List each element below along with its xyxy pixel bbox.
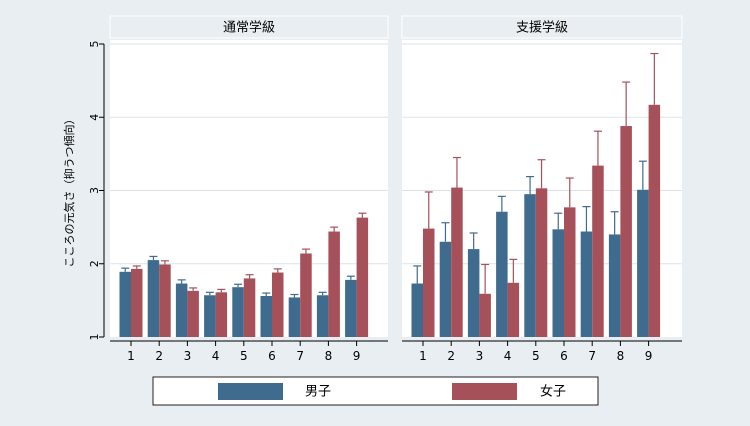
x-tick-label: 9: [353, 349, 361, 363]
legend-swatch-boys: [218, 383, 283, 400]
x-tick-label: 8: [617, 349, 625, 363]
bar-boys: [260, 295, 272, 337]
x-tick-label: 5: [240, 349, 248, 363]
y-tick-label: 2: [88, 260, 101, 267]
x-tick-label: 2: [155, 349, 163, 363]
bar-girls: [272, 272, 284, 337]
bar-boys: [411, 283, 423, 337]
bar-girls: [451, 187, 463, 337]
x-tick-label: 3: [184, 349, 192, 363]
legend-swatch-girls: [452, 383, 517, 400]
bar-boys: [119, 271, 131, 337]
bar-girls: [564, 207, 576, 337]
bar-boys: [637, 189, 649, 337]
bar-boys: [580, 231, 593, 337]
x-tick-label: 4: [504, 349, 512, 363]
bar-girls: [356, 217, 369, 337]
panel-strip: [109, 15, 389, 39]
x-tick-label: 2: [447, 349, 455, 363]
bar-girls: [592, 165, 604, 337]
panel-strip: [401, 15, 683, 39]
bar-boys: [552, 229, 564, 337]
bar-girls: [535, 188, 548, 337]
x-tick-label: 6: [268, 349, 276, 363]
bar-girls: [243, 278, 256, 337]
bar-boys: [467, 249, 480, 337]
bar-boys: [147, 260, 160, 337]
x-tick-label: 9: [645, 349, 653, 363]
bar-boys: [204, 295, 216, 337]
bar-girls: [215, 292, 228, 337]
bar-boys: [345, 279, 357, 337]
x-tick-label: 7: [588, 349, 596, 363]
x-tick-label: 8: [325, 349, 333, 363]
y-axis-label: こころの元気さ（抑うつ傾向）: [62, 114, 76, 268]
bar-boys: [496, 211, 508, 337]
bar-girls: [423, 228, 435, 337]
x-tick-label: 1: [127, 349, 135, 363]
x-tick-label: 3: [476, 349, 484, 363]
bar-girls: [131, 268, 143, 337]
panel-title: 通常学級: [223, 20, 275, 36]
bar-girls: [187, 290, 199, 337]
bar-boys: [608, 234, 621, 337]
legend-label-girls: 女子: [540, 384, 566, 400]
x-tick-label: 6: [560, 349, 568, 363]
x-tick-label: 5: [532, 349, 540, 363]
bar-boys: [524, 194, 536, 337]
bar-boys: [232, 287, 244, 337]
x-tick-label: 1: [419, 349, 427, 363]
y-tick-label: 3: [88, 187, 101, 194]
bar-boys: [316, 295, 329, 337]
bar-boys: [439, 241, 452, 337]
bar-boys: [175, 283, 188, 337]
x-tick-label: 7: [296, 349, 304, 363]
legend-label-boys: 男子: [305, 385, 331, 400]
bar-girls: [648, 104, 661, 337]
y-tick-label: 4: [88, 114, 101, 121]
bar-girls: [300, 253, 312, 337]
y-tick-label: 1: [88, 334, 101, 341]
bar-girls: [328, 231, 340, 337]
bar-girls: [620, 126, 632, 337]
x-tick-label: 4: [212, 349, 220, 363]
bar-girls: [479, 293, 491, 337]
bar-girls: [159, 264, 171, 337]
bar-boys: [288, 297, 301, 337]
y-tick-label: 5: [88, 41, 101, 48]
bar-girls: [507, 282, 520, 337]
panel-title: 支援学級: [516, 20, 568, 36]
